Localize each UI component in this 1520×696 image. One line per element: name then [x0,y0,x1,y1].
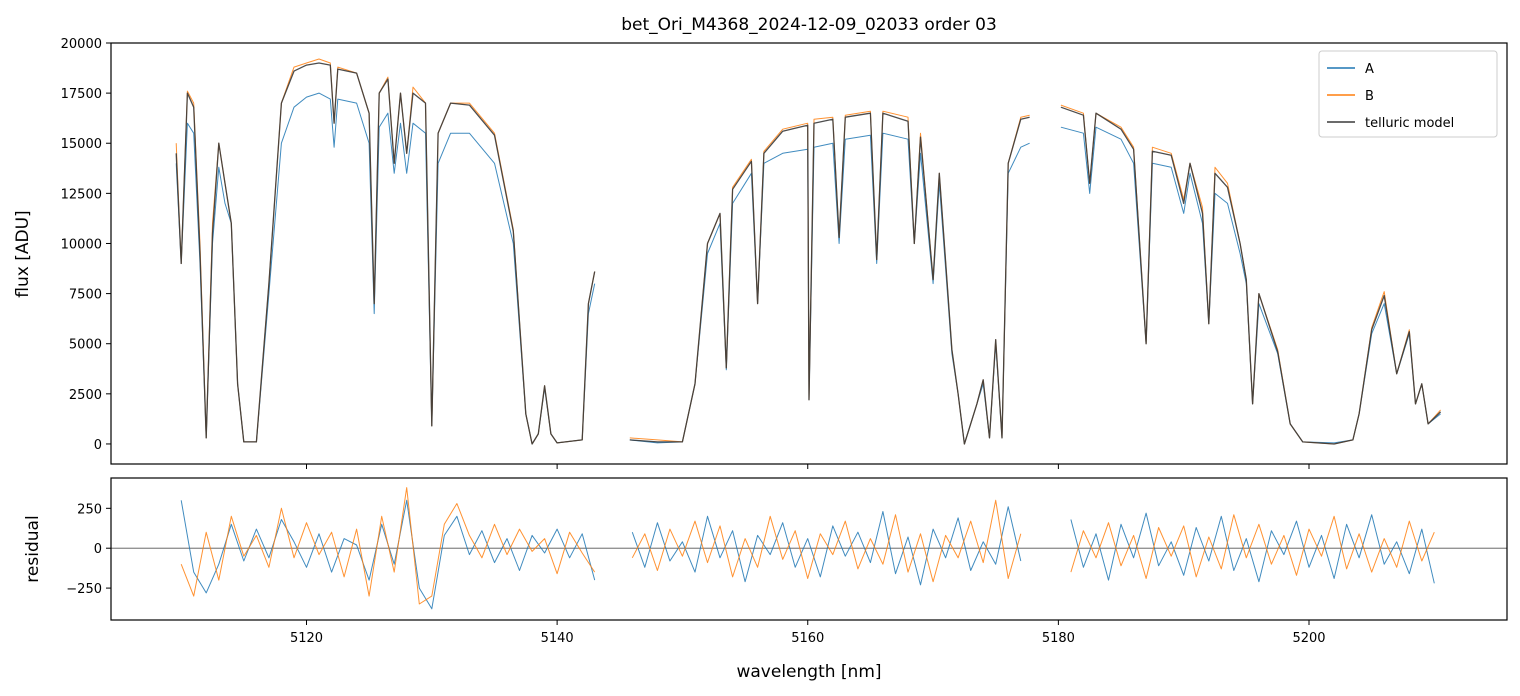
legend-label: telluric model [1365,116,1454,131]
y-axis-label: flux [ADU] [13,210,33,297]
y-axis-label: residual [23,515,43,582]
legend-box [1318,50,1498,138]
legend-label: A [1365,62,1374,77]
axes-frame [110,42,1508,465]
series-line [180,487,1435,605]
x-tick-label: 5180 [1042,631,1075,646]
series-line [175,62,1442,445]
y-tick-label: 20000 [61,37,102,52]
y-tick-label: 250 [77,502,102,517]
y-tick-label: 0 [94,542,102,557]
y-tick-label: 10000 [61,237,102,252]
x-tick-label: 5200 [1292,631,1325,646]
x-tick-label: 5120 [290,631,323,646]
chart-title: bet_Ori_M4368_2024-12-09_02033 order 03 [621,15,997,35]
y-tick-label: 17500 [61,87,102,102]
x-axis-label: wavelength [nm] [736,662,881,682]
y-tick-label: 15000 [61,137,102,152]
x-tick-label: 5140 [541,631,574,646]
y-tick-label: −250 [66,582,102,597]
y-tick-label: 0 [94,438,102,453]
y-tick-label: 5000 [69,338,102,353]
legend-label: B [1365,89,1374,104]
axes-frame [110,477,1508,621]
y-tick-label: 7500 [69,288,102,303]
x-tick-label: 5160 [791,631,824,646]
y-tick-label: 12500 [61,187,102,202]
y-tick-label: 2500 [69,388,102,403]
